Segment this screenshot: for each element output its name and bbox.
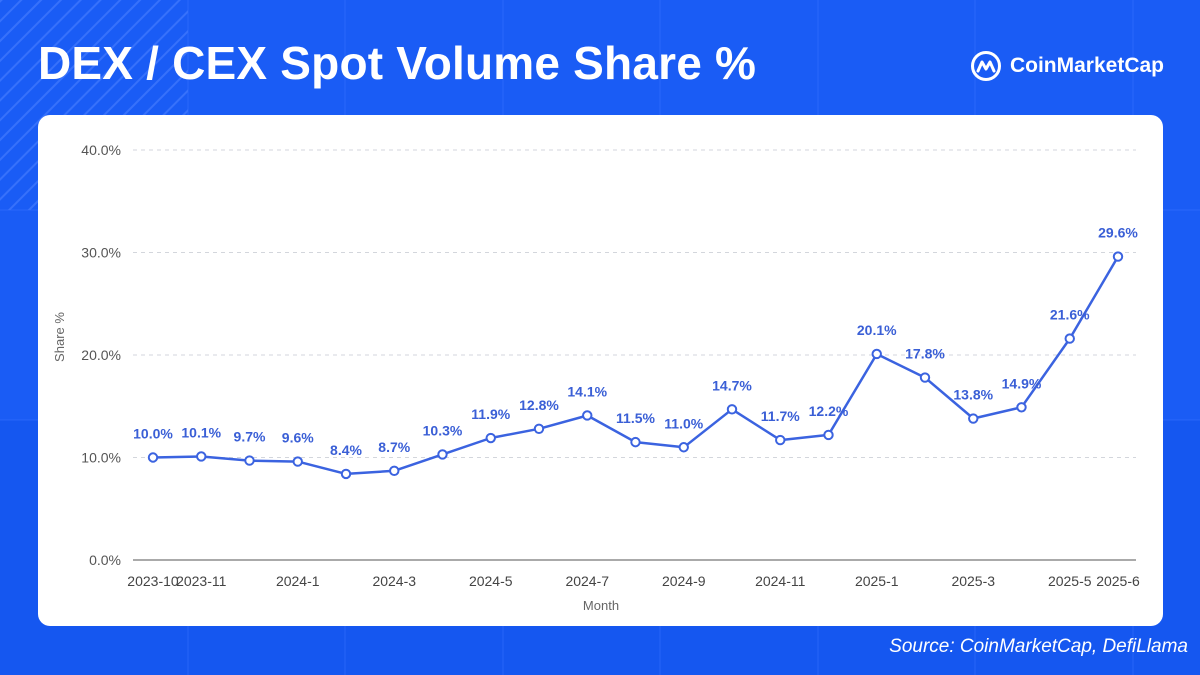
y-tick-label: 20.0%	[81, 347, 121, 363]
data-point	[968, 413, 979, 424]
x-tick-label: 2024-1	[276, 573, 320, 589]
chart-series	[147, 251, 1124, 480]
x-tick-label: 2025-3	[951, 573, 995, 589]
data-point	[678, 442, 689, 453]
x-tick-label: 2024-3	[372, 573, 416, 589]
data-point	[582, 410, 593, 421]
data-label: 21.6%	[1050, 307, 1090, 323]
data-label: 14.7%	[712, 377, 752, 393]
chart-gridlines	[133, 149, 1136, 561]
data-point	[1064, 333, 1075, 344]
x-tick-label: 2024-5	[469, 573, 513, 589]
data-point	[292, 456, 303, 467]
data-point	[726, 404, 738, 415]
y-tick-label: 10.0%	[81, 450, 121, 466]
x-tick-label: 2024-11	[755, 573, 806, 589]
data-point	[533, 423, 545, 434]
data-point	[1016, 402, 1027, 413]
data-label: 8.4%	[330, 442, 362, 458]
data-label: 14.9%	[1002, 375, 1042, 391]
data-point	[775, 434, 786, 446]
data-point	[340, 468, 352, 480]
data-label: 17.8%	[905, 346, 945, 362]
data-label: 12.8%	[519, 397, 559, 413]
data-label: 11.9%	[471, 406, 510, 422]
data-point	[485, 432, 496, 444]
page-title: DEX / CEX Spot Volume Share %	[38, 37, 757, 89]
data-label: 11.0%	[664, 415, 703, 431]
x-tick-label: 2024-9	[662, 573, 706, 589]
data-label: 12.2%	[809, 403, 849, 419]
x-tick-label: 2025-6	[1096, 573, 1140, 589]
data-label: 10.0%	[133, 426, 173, 442]
x-tick-label: 2023-10	[127, 573, 179, 589]
coinmarketcap-logo-icon	[970, 51, 1001, 81]
data-label: 11.7%	[761, 408, 800, 424]
data-point	[147, 452, 159, 463]
data-point	[823, 429, 834, 441]
x-tick-label: 2025-1	[855, 573, 899, 589]
data-label: 8.7%	[378, 439, 410, 455]
data-point	[244, 455, 255, 466]
data-label: 10.1%	[181, 424, 221, 440]
data-labels: 10.0% 10.1% 9.7% 9.6% 8.4% 8.7% 10.3% 11.9% 12.8…	[133, 225, 1138, 458]
data-label: 9.7%	[234, 429, 266, 445]
x-tick-label: 2023-11	[176, 573, 227, 589]
x-axis-title: Month	[583, 598, 619, 613]
brand-name: CoinMarketCap	[1009, 54, 1164, 77]
data-label: 13.8%	[953, 387, 993, 403]
x-tick-label: 2024-7	[565, 573, 609, 589]
data-point	[437, 449, 448, 460]
data-label: 20.1%	[857, 322, 897, 338]
data-point	[1112, 251, 1124, 262]
data-label: 14.1%	[567, 383, 607, 399]
data-point	[871, 348, 882, 360]
data-label: 9.6%	[282, 430, 314, 446]
x-tick-label: 2025-5	[1048, 573, 1092, 589]
y-axis-title: Share %	[52, 312, 67, 362]
data-point	[630, 436, 641, 448]
brand: CoinMarketCap	[970, 50, 1164, 82]
data-point	[919, 372, 931, 383]
y-axis-ticks: 0.0% 10.0% 20.0% 30.0% 40.0%	[81, 142, 121, 568]
data-label: 10.3%	[423, 422, 463, 438]
data-label: 11.5%	[616, 410, 655, 426]
y-tick-label: 0.0%	[89, 552, 121, 568]
data-point	[389, 465, 400, 477]
y-tick-label: 40.0%	[81, 142, 121, 158]
data-point	[196, 451, 207, 462]
data-label: 29.6%	[1098, 225, 1138, 241]
y-tick-label: 30.0%	[81, 245, 121, 261]
source-note: Source: CoinMarketCap, DefiLlama	[889, 636, 1188, 657]
chart-card: 0.0% 10.0% 20.0% 30.0% 40.0% 2023-10 2023-11 2…	[38, 115, 1163, 626]
